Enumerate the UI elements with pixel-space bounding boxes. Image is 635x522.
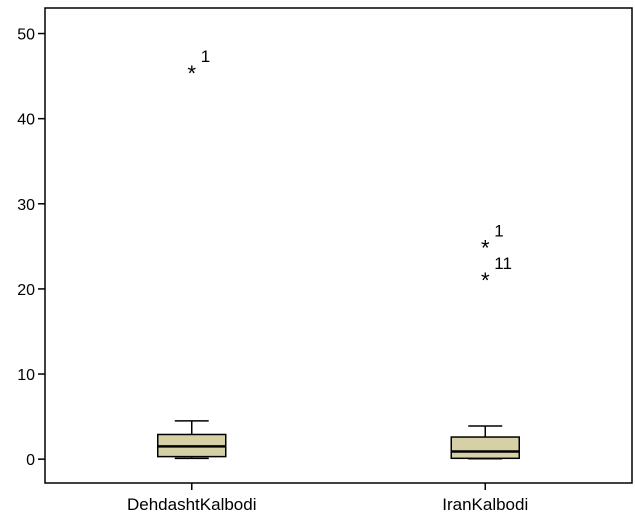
y-tick-label: 30: [17, 197, 35, 214]
y-tick-label: 20: [17, 282, 35, 299]
outlier-label: 1: [494, 222, 503, 241]
outlier-point: *: [481, 268, 490, 293]
y-tick-label: 0: [26, 452, 35, 469]
box-iqr: [450, 436, 520, 460]
y-tick-label: 10: [17, 367, 35, 384]
y-tick-label: 50: [17, 27, 35, 44]
box-group: *1*11: [450, 222, 520, 460]
plot-frame: [44, 7, 633, 484]
y-tick-label: 40: [17, 112, 35, 129]
outlier-point: *: [187, 61, 196, 86]
x-tick-label: DehdashtKalbodi: [127, 495, 256, 514]
box-series: *1*1*11: [157, 47, 520, 460]
box-group: *1: [157, 47, 227, 460]
outlier-point: *: [481, 236, 490, 261]
outlier-label: 11: [494, 254, 512, 273]
x-axis: DehdashtKalbodi IranKalbodi: [127, 483, 528, 514]
outlier-label: 1: [201, 47, 210, 66]
x-tick-label: IranKalbodi: [442, 495, 528, 514]
y-axis: 0 10 20 30 40 50: [17, 27, 45, 469]
